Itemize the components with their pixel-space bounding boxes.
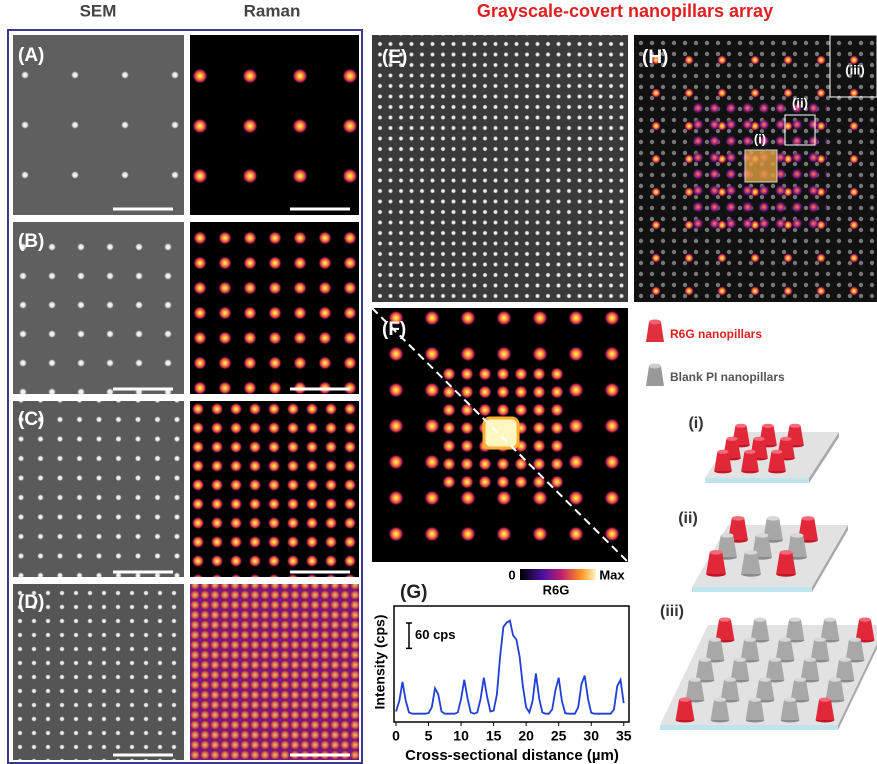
plate-edge xyxy=(660,725,838,730)
cone-top xyxy=(779,637,791,641)
region-label: (iii) xyxy=(845,62,865,77)
x-axis-label: Cross-sectional distance (µm) xyxy=(405,747,619,764)
region-label: (i) xyxy=(754,131,766,146)
legend-label: R6G nanopillars xyxy=(670,327,762,341)
x-tick-label: 30 xyxy=(583,728,599,744)
cone-top xyxy=(714,697,726,701)
cone xyxy=(716,620,735,640)
x-tick-label: 10 xyxy=(453,728,469,744)
illustration-label: (ii) xyxy=(678,510,698,527)
cone-top xyxy=(791,533,804,538)
main-header: Grayscale-covert nanopillars array xyxy=(477,1,773,21)
cone-top xyxy=(762,424,773,428)
cone-top xyxy=(756,533,769,538)
cone-top xyxy=(789,424,800,428)
colorbar-min: 0 xyxy=(508,567,515,582)
cone-top xyxy=(734,657,746,661)
x-tick-label: 20 xyxy=(518,728,534,744)
raman-header: Raman xyxy=(244,1,301,20)
panel-label: (H) xyxy=(642,47,668,68)
cone-top xyxy=(780,437,791,441)
panel-f-image xyxy=(372,308,628,562)
cone-top xyxy=(767,516,780,521)
panel-label: (G) xyxy=(400,582,427,603)
plate-edge xyxy=(705,478,809,483)
colorbar-title: R6G xyxy=(543,582,570,597)
panel-e-image xyxy=(372,35,628,302)
cone-top xyxy=(745,550,758,555)
cone-top xyxy=(689,677,701,681)
panel-label: (E) xyxy=(382,47,407,68)
cone-top xyxy=(829,677,841,681)
cone-top xyxy=(710,550,723,555)
cone-top xyxy=(719,617,731,621)
cone-top xyxy=(771,450,782,454)
cone-top xyxy=(754,617,766,621)
cone-top xyxy=(780,550,793,555)
panel-label: (C) xyxy=(18,409,44,430)
cone-top xyxy=(784,697,796,701)
cone-top xyxy=(732,516,745,521)
sem-images xyxy=(13,35,184,760)
x-tick-label: 5 xyxy=(425,728,433,744)
panel-label: (B) xyxy=(18,231,44,252)
cone-top xyxy=(839,657,851,661)
panel-label: (F) xyxy=(382,319,406,340)
x-tick-label: 15 xyxy=(486,728,502,744)
cone-top xyxy=(699,657,711,661)
cone-top xyxy=(859,617,871,621)
cone-top xyxy=(724,677,736,681)
cone-top xyxy=(744,637,756,641)
raman-images xyxy=(190,35,359,760)
cone-top xyxy=(814,637,826,641)
plot-g: 0 5 10 15 20 25 30 35 60 cps xyxy=(392,621,632,744)
cone xyxy=(821,620,840,640)
cone-top xyxy=(709,637,721,641)
cone-top xyxy=(802,516,815,521)
cone-top xyxy=(721,533,734,538)
illustrations xyxy=(660,424,877,730)
cone-top xyxy=(759,677,771,681)
panel-label: (A) xyxy=(18,45,44,66)
plot-frame xyxy=(394,606,629,722)
cone-top xyxy=(717,450,728,454)
figure: SEM Raman Grayscale-covert nanopillars a… xyxy=(0,0,877,764)
cone-top xyxy=(849,637,861,641)
cone-top xyxy=(824,617,836,621)
colorbar-max: Max xyxy=(599,567,625,582)
cone-top xyxy=(744,450,755,454)
cone-top xyxy=(769,657,781,661)
cone-top xyxy=(753,437,764,441)
legend-red-cone xyxy=(646,320,664,343)
panel-h-image xyxy=(634,35,877,302)
y-axis-label: Intensity (cps) xyxy=(372,615,388,710)
x-tick-label: 0 xyxy=(392,728,400,744)
cone-top xyxy=(726,437,737,441)
cone xyxy=(751,620,770,640)
x-tick-label: 35 xyxy=(616,728,632,744)
cone xyxy=(856,620,875,640)
region-label: (ii) xyxy=(792,95,808,110)
cone-top xyxy=(735,424,746,428)
x-tick-label: 25 xyxy=(551,728,567,744)
cone-top xyxy=(794,677,806,681)
cone-top xyxy=(789,617,801,621)
scale-bar-label: 60 cps xyxy=(415,627,455,642)
panel-label: (D) xyxy=(18,592,44,613)
sem-header: SEM xyxy=(80,1,117,20)
illustration-label: (iii) xyxy=(660,603,684,620)
cone-top xyxy=(804,657,816,661)
cone xyxy=(786,620,805,640)
colorbar xyxy=(520,569,596,580)
scale-bar xyxy=(406,623,412,648)
legend-label: Blank PI nanopillars xyxy=(670,370,785,384)
illustration-label: (i) xyxy=(688,415,703,432)
plate-edge xyxy=(692,587,812,592)
cone-top xyxy=(819,697,831,701)
cone-top xyxy=(679,697,691,701)
legend-gray-cone xyxy=(646,364,664,387)
cone-top xyxy=(749,697,761,701)
